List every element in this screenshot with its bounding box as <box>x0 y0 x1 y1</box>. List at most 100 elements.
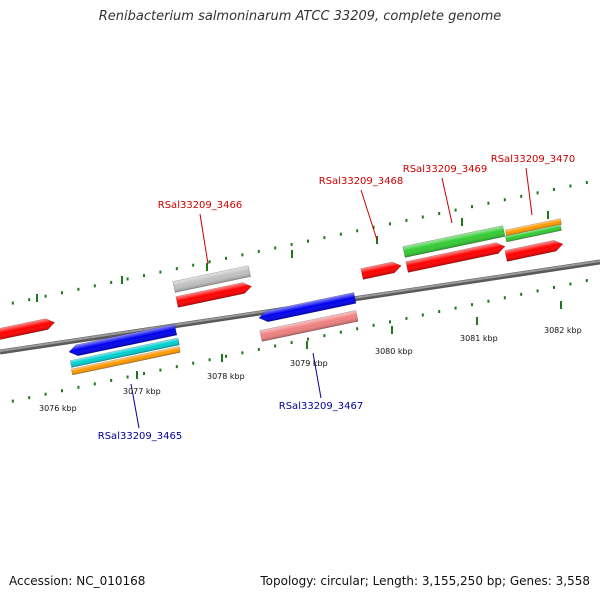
feature-shading <box>505 224 562 242</box>
upper-track-minor-tick <box>471 205 473 209</box>
lower-track-minor-tick <box>44 392 47 396</box>
upper-track-major-tick <box>291 250 293 258</box>
feature-red-left[interactable] <box>0 317 56 342</box>
lower-track-minor-tick <box>536 289 539 293</box>
feature-shading <box>175 282 252 308</box>
gene-label-rsal33209_3468[interactable]: RSal33209_3468 <box>319 176 403 187</box>
feature-blue-3467[interactable] <box>258 292 357 323</box>
upper-track-minor-tick <box>503 198 506 202</box>
feature-orange-3465[interactable] <box>71 346 181 376</box>
lower-track-minor-tick <box>389 320 391 324</box>
upper-track-minor-tick <box>257 249 260 253</box>
upper-track-minor-tick <box>389 222 391 226</box>
feature-shading <box>70 337 180 368</box>
feature-shading <box>402 225 505 258</box>
upper-track-minor-tick <box>421 215 424 219</box>
upper-track-major-tick <box>461 218 463 226</box>
upper-track-major-tick <box>121 276 123 284</box>
lower-track-minor-tick <box>143 372 145 376</box>
feature-shading <box>259 310 359 342</box>
upper-track-minor-tick <box>405 218 408 222</box>
lower-track-minor-tick <box>421 313 424 317</box>
upper-track-major-tick <box>547 211 549 219</box>
lower-track-major-tick <box>136 371 138 379</box>
lower-track-minor-tick <box>192 361 195 365</box>
feature-red-3466[interactable] <box>175 281 253 308</box>
upper-track-minor-tick <box>225 256 227 260</box>
lower-track-minor-tick <box>225 354 227 358</box>
feature-red-3468[interactable] <box>360 260 402 280</box>
lower-track-minor-tick <box>110 378 113 382</box>
feature-green-3470[interactable] <box>505 224 562 243</box>
lower-track-minor-tick <box>503 296 506 300</box>
lower-track-major-tick <box>221 354 223 362</box>
kbp-tick-label: 3077 kbp <box>123 387 161 396</box>
genome-stats-text: Topology: circular; Length: 3,155,250 bp… <box>260 574 590 588</box>
feature-shading <box>71 346 181 375</box>
upper-track-minor-tick <box>339 232 342 236</box>
lower-track-minor-tick <box>290 341 293 345</box>
lower-track-minor-tick <box>28 396 31 400</box>
feature-shading <box>172 265 251 293</box>
feature-shading <box>69 324 177 356</box>
upper-track-minor-tick <box>110 280 113 284</box>
upper-track-minor-tick <box>77 287 80 291</box>
feature-red-3469[interactable] <box>405 241 506 273</box>
feature-shading <box>259 292 357 322</box>
upper-track-minor-tick <box>208 260 211 264</box>
feature-gray-3466[interactable] <box>172 265 251 293</box>
upper-track-minor-tick <box>11 301 14 305</box>
upper-track-minor-tick <box>175 267 178 271</box>
lower-track-minor-tick <box>585 279 588 283</box>
gene-leader-line <box>199 213 209 265</box>
lower-track-minor-tick <box>520 292 523 296</box>
lower-track-minor-tick <box>159 368 162 372</box>
feature-pink-3467[interactable] <box>259 310 359 342</box>
upper-track-minor-tick <box>569 184 572 188</box>
feature-shading <box>0 318 55 342</box>
feature-cyan-3465[interactable] <box>69 337 180 368</box>
lower-track-minor-tick <box>11 399 14 403</box>
lower-track-minor-tick <box>405 316 408 320</box>
map-title: Renibacterium salmoninarum ATCC 33209, c… <box>98 9 502 24</box>
feature-green-3469[interactable] <box>402 225 506 258</box>
feature-blue-3465[interactable] <box>68 323 178 357</box>
upper-track-minor-tick <box>159 270 162 274</box>
gene-label-rsal33209_3465[interactable]: RSal33209_3465 <box>98 431 182 442</box>
lower-track-major-tick <box>476 317 478 325</box>
lower-track-minor-tick <box>553 285 555 289</box>
upper-track-minor-tick <box>290 243 293 247</box>
upper-track-minor-tick <box>438 212 441 216</box>
kbp-tick-label: 3082 kbp <box>544 326 582 335</box>
upper-track-minor-tick <box>356 229 359 233</box>
gene-label-rsal33209_3470[interactable]: RSal33209_3470 <box>491 154 575 165</box>
upper-track-minor-tick <box>372 225 375 229</box>
lower-track-minor-tick <box>208 358 211 362</box>
lower-track-major-tick <box>306 341 308 349</box>
feature-orange-3470[interactable] <box>505 218 562 237</box>
gene-leader-line <box>130 383 140 429</box>
kbp-tick-label: 3081 kbp <box>460 334 498 343</box>
lower-track-minor-tick <box>61 389 63 393</box>
lower-track-minor-tick <box>454 306 457 310</box>
gene-label-rsal33209_3469[interactable]: RSal33209_3469 <box>403 164 487 175</box>
upper-track-minor-tick <box>143 274 145 278</box>
lower-track-minor-tick <box>126 375 129 379</box>
upper-track-minor-tick <box>274 246 277 250</box>
lower-track-minor-tick <box>93 382 96 386</box>
upper-track-minor-tick <box>536 191 539 195</box>
upper-track-minor-tick <box>487 201 490 205</box>
upper-track-minor-tick <box>126 277 129 281</box>
lower-track-minor-tick <box>257 347 260 351</box>
feature-red-3470[interactable] <box>504 239 564 262</box>
lower-track-minor-tick <box>274 344 277 348</box>
lower-track-minor-tick <box>487 299 490 303</box>
kbp-tick-label: 3078 kbp <box>207 372 245 381</box>
lower-track-major-tick <box>560 301 562 309</box>
gene-label-rsal33209_3466[interactable]: RSal33209_3466 <box>158 200 242 211</box>
gene-label-rsal33209_3467[interactable]: RSal33209_3467 <box>279 401 363 412</box>
gene-leader-line <box>441 177 453 224</box>
kbp-tick-label: 3079 kbp <box>290 359 328 368</box>
upper-track-minor-tick <box>28 298 31 302</box>
